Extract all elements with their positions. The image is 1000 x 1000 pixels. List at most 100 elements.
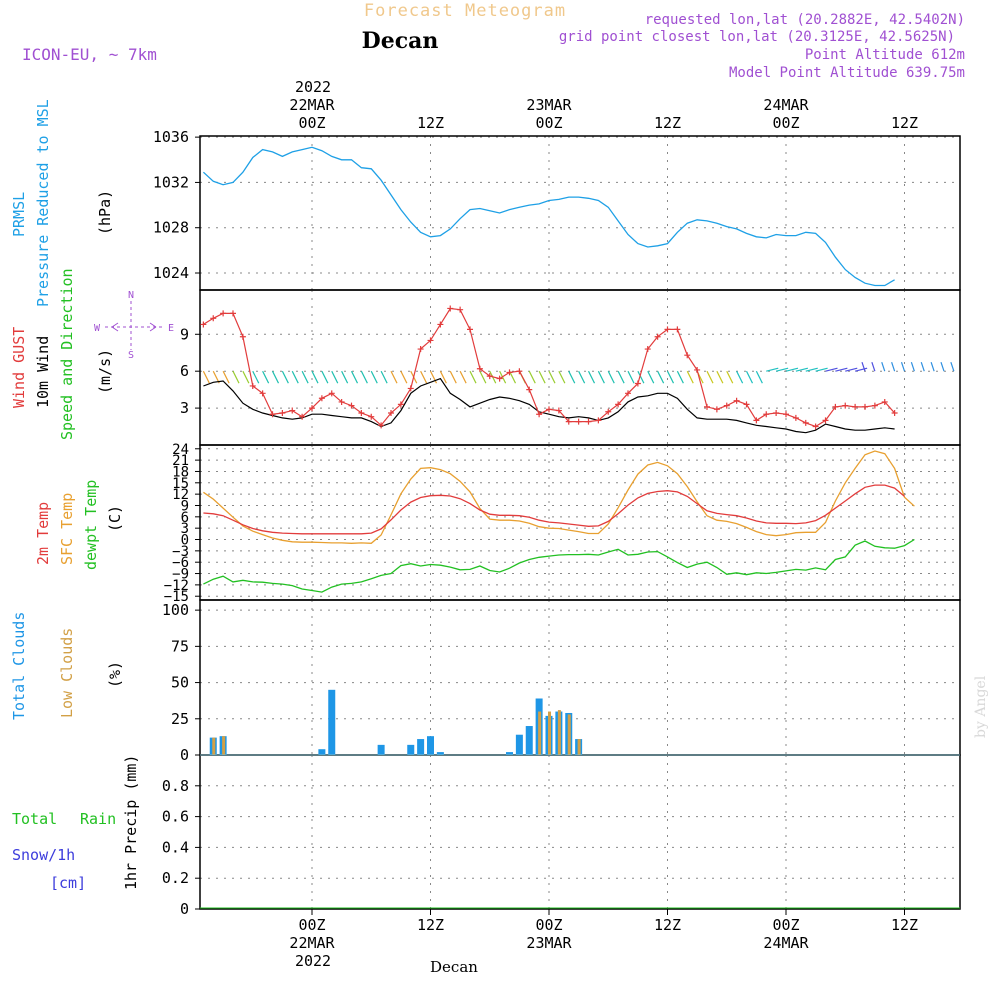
y-tick-label: 1036	[153, 128, 189, 146]
total-cloud-bar	[515, 734, 523, 755]
wind-arrow	[930, 362, 935, 372]
wind-arrow	[871, 362, 876, 372]
precip-labels: Total Rain Snow/1h [cm] 1hr Precip (mm)	[12, 755, 140, 892]
panel-frame	[199, 444, 961, 601]
chart-title: Forecast Meteogram	[364, 1, 566, 21]
wind-arrow	[459, 370, 467, 384]
wind-arrow	[578, 370, 586, 384]
wind-arrow	[597, 370, 605, 384]
gust-marker	[871, 402, 878, 409]
bottom-year: 2022	[295, 952, 331, 970]
top-hour-label: 12Z	[891, 114, 918, 132]
wind-arrow	[311, 370, 319, 384]
wind-arrow	[291, 370, 299, 384]
wind-arrow	[647, 370, 655, 384]
wind-arrow	[900, 362, 906, 372]
wind-arrow	[301, 370, 309, 384]
gust-marker	[822, 417, 829, 424]
point-altitude: Point Altitude 612m	[805, 47, 965, 63]
wind-arrow	[538, 370, 546, 384]
gust-marker	[546, 406, 552, 413]
bottom-day-label: 24MAR	[763, 934, 809, 952]
compass-rose: N S W E	[94, 290, 174, 361]
y-tick-label: 1028	[153, 219, 189, 237]
gust-marker	[358, 410, 365, 417]
wind-arrow	[587, 370, 596, 384]
low-cloud-bar	[577, 739, 581, 755]
wind-arrow	[854, 367, 868, 372]
wind-arrow	[920, 362, 925, 372]
wind-arrow	[686, 370, 694, 384]
top-day-label: 22MAR	[289, 96, 335, 114]
bottom-hour-label: 12Z	[417, 916, 444, 934]
gust-marker	[625, 390, 631, 397]
wind-series	[203, 377, 895, 434]
gust-marker	[378, 422, 385, 429]
wind-arrow	[390, 370, 398, 384]
low-cloud-bar	[548, 711, 551, 755]
gust-marker	[289, 407, 296, 414]
bottom-day-label: 23MAR	[526, 934, 572, 952]
wind-arrow	[331, 370, 339, 384]
wind-arrow	[202, 370, 210, 384]
top-day-label: 24MAR	[763, 96, 809, 114]
wind-arrow	[607, 370, 615, 384]
y-tick-label: 0.8	[162, 777, 189, 795]
gust-marker	[783, 411, 789, 418]
dewpt-label: dewpt Temp	[82, 480, 100, 570]
gust-marker	[220, 310, 227, 317]
location-title: Decan	[362, 28, 439, 54]
wind-arrow	[548, 370, 556, 384]
gust-marker	[417, 346, 424, 353]
requested-coords: requested lon,lat (20.2882E, 42.5402N)	[645, 12, 965, 28]
gust-marker	[615, 401, 622, 408]
wind-arrow	[558, 370, 566, 384]
y-tick-label: 15	[172, 476, 189, 492]
total-cloud-bar	[525, 726, 533, 755]
gust-marker	[792, 414, 799, 421]
wind-arrow	[881, 362, 886, 372]
wind-arrow	[825, 367, 838, 372]
gust-marker	[200, 321, 207, 328]
total-cloud-bar	[407, 744, 415, 755]
wind-arrow	[341, 370, 349, 384]
wind-arrow	[617, 370, 625, 384]
y-tick-label: 0	[180, 746, 189, 764]
wind-arrow	[568, 370, 576, 384]
y-tick-label: 3	[180, 399, 189, 417]
gridpoint-coords: grid point closest lon,lat (20.3125E, 42…	[559, 29, 955, 45]
tsfc-label: SFC Temp	[58, 493, 76, 565]
gust-marker	[654, 333, 661, 340]
gust-marker	[605, 408, 612, 415]
y-tick-label: −9	[172, 567, 189, 583]
gust-marker	[328, 390, 335, 397]
gust-label: Wind GUST	[10, 327, 28, 408]
total-cloud-label: Total Clouds	[10, 612, 28, 720]
gust-marker	[338, 398, 345, 405]
wind-arrow	[637, 370, 645, 384]
wind-arrow	[676, 370, 684, 384]
gust-marker	[437, 321, 444, 328]
compass-w: W	[94, 323, 101, 334]
gust-marker	[802, 419, 809, 426]
wind-arrow	[420, 370, 428, 384]
gust-marker	[526, 386, 533, 393]
wind-arrow	[736, 370, 744, 384]
wind-arrow	[755, 370, 763, 384]
rain-label: Rain	[80, 810, 116, 828]
gust-marker	[516, 368, 523, 375]
y-tick-label: 12	[172, 487, 189, 503]
gust-marker	[862, 403, 868, 410]
wind-arrow	[262, 370, 270, 384]
y-tick-label: 9	[181, 498, 189, 514]
time-axis-top: 2022	[295, 78, 331, 96]
gust-marker	[230, 310, 236, 317]
gust-marker	[743, 401, 750, 408]
wind-arrow	[380, 370, 388, 384]
gust-marker	[565, 418, 572, 425]
y-tick-label: 0.2	[162, 869, 189, 887]
model-label: ICON-EU, ~ 7km	[22, 45, 157, 64]
y-tick-label: 50	[171, 674, 189, 692]
wind-arrow	[845, 367, 858, 372]
gust-marker	[506, 369, 513, 376]
